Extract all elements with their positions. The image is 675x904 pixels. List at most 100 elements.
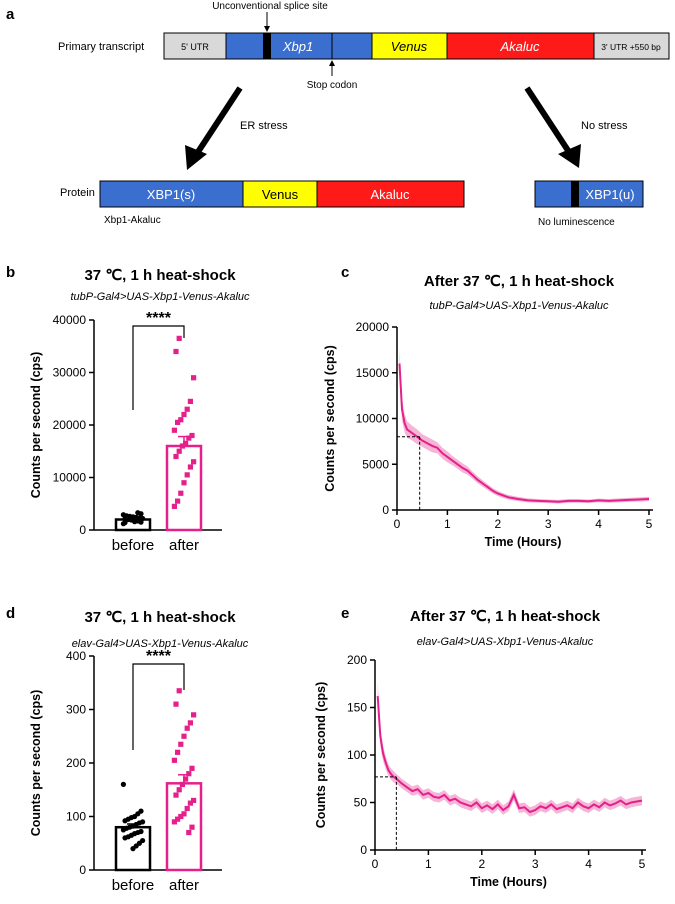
xbp1-segment [225, 32, 373, 60]
protein-akaluc-text: Akaluc [370, 187, 410, 202]
data-point [120, 827, 126, 833]
y-tick-label: 150 [347, 701, 367, 715]
data-point [189, 824, 195, 830]
y-tick-label: 100 [347, 748, 367, 762]
y-axis-label: Counts per second (cps) [323, 345, 337, 492]
data-point [171, 819, 177, 825]
data-point [175, 749, 181, 755]
no-stress-label: No stress [581, 120, 628, 132]
chart-d: 37 ℃, 1 h heat-shock elav-Gal4>UAS-Xbp1-V… [29, 609, 249, 894]
utr3-segment [593, 32, 670, 60]
data-point [120, 512, 126, 518]
no-luminescence-caption: No luminescence [538, 217, 615, 228]
x-tick-label: 2 [478, 857, 485, 871]
error-band [377, 682, 642, 817]
data-point [184, 725, 190, 731]
y-tick-label: 50 [354, 796, 368, 810]
data-point [181, 811, 187, 817]
protein-akaluc-segment [316, 180, 465, 208]
data-point [173, 701, 179, 707]
x-axis-label: Time (Hours) [485, 535, 562, 549]
data-point [179, 443, 185, 449]
data-point [181, 733, 187, 739]
chart-subtitle: elav-Gal4>UAS-Xbp1-Venus-Akaluc [72, 638, 249, 650]
y-tick-label: 10000 [53, 471, 87, 485]
y-tick-label: 200 [66, 756, 86, 770]
bar-after [165, 444, 203, 532]
x-tick-label: 5 [646, 517, 653, 531]
bar-after [165, 782, 203, 872]
akaluc-text: Akaluc [499, 39, 540, 54]
y-tick-label: 30000 [53, 366, 87, 380]
y-tick-label: 300 [66, 703, 86, 717]
x-tick-label: 5 [639, 857, 646, 871]
data-point [178, 417, 184, 423]
panel-a-label: a [6, 6, 15, 23]
data-point [186, 435, 192, 441]
utr5-segment [163, 32, 227, 60]
er-stress-arrow-head [185, 145, 207, 170]
y-tick-label: 10000 [356, 412, 390, 426]
x-tick-label: 2 [494, 517, 501, 531]
data-point [171, 757, 177, 763]
no-stress-arrow-head [558, 144, 581, 168]
protein-venus-text: Venus [262, 187, 299, 202]
stop-codon-label: Stop codon [307, 80, 358, 91]
y-axis-label: Counts per second (cps) [29, 690, 43, 837]
x-axis-label: Time (Hours) [470, 875, 547, 889]
splice-site-label: Unconventional splice site [212, 1, 328, 12]
y-tick-label: 0 [79, 863, 86, 877]
data-point [176, 448, 182, 454]
y-tick-label: 0 [382, 503, 389, 517]
splice-site-mark [263, 33, 271, 59]
data-point [186, 829, 192, 836]
xbp1-akaluc-caption: Xbp1-Akaluc [104, 215, 161, 226]
x-tick-label: 4 [595, 517, 602, 531]
chart-title: 37 ℃, 1 h heat-shock [84, 609, 236, 626]
protein-label: Protein [60, 187, 95, 199]
x-tick-label: 1 [425, 857, 432, 871]
data-point [187, 398, 193, 404]
no-stress-arrow-shaft [524, 86, 572, 154]
data-point [178, 490, 184, 496]
panel-d-label: d [6, 605, 15, 622]
utr5-text: 5' UTR [181, 42, 209, 52]
xbp1-text: Xbp1 [282, 39, 313, 54]
x-tick-label: 3 [532, 857, 539, 871]
x-tick-label: 0 [394, 517, 401, 531]
x-category-label: after [169, 537, 199, 554]
venus-segment [371, 32, 448, 60]
data-point [176, 335, 182, 341]
data-point [179, 781, 185, 787]
data-point [184, 472, 190, 478]
panel-b-label: b [6, 264, 15, 281]
data-point [189, 432, 195, 439]
y-tick-label: 0 [360, 843, 367, 857]
y-tick-label: 100 [66, 810, 86, 824]
significance-stars: **** [146, 648, 172, 665]
data-point [173, 348, 179, 355]
utr3-text: 3' UTR +550 bp [601, 42, 661, 52]
y-tick-label: 20000 [53, 418, 87, 432]
er-stress-label: ER stress [240, 120, 288, 132]
y-tick-label: 20000 [356, 320, 390, 334]
data-point [183, 440, 189, 446]
data-point [184, 406, 190, 412]
data-point [125, 515, 131, 521]
data-point [122, 818, 128, 824]
data-point [181, 411, 187, 418]
data-point [130, 846, 136, 852]
x-tick-label: 3 [545, 517, 552, 531]
er-stress-arrow-shaft [193, 86, 243, 157]
chart-title: After 37 ℃, 1 h heat-shock [410, 608, 601, 625]
data-point [122, 835, 128, 841]
data-point [120, 781, 126, 788]
protein-unspliced-bar: XBP1(u) [534, 180, 644, 208]
x-category-label: after [169, 877, 199, 894]
y-axis-label: Counts per second (cps) [29, 352, 43, 499]
transcript-bar: 5' UTR Xbp1 Venus Akaluc 3' UTR +550 bp [163, 32, 670, 60]
panel-c-label: c [341, 264, 349, 281]
data-point [184, 805, 190, 812]
y-axis-label: Counts per second (cps) [314, 682, 328, 829]
